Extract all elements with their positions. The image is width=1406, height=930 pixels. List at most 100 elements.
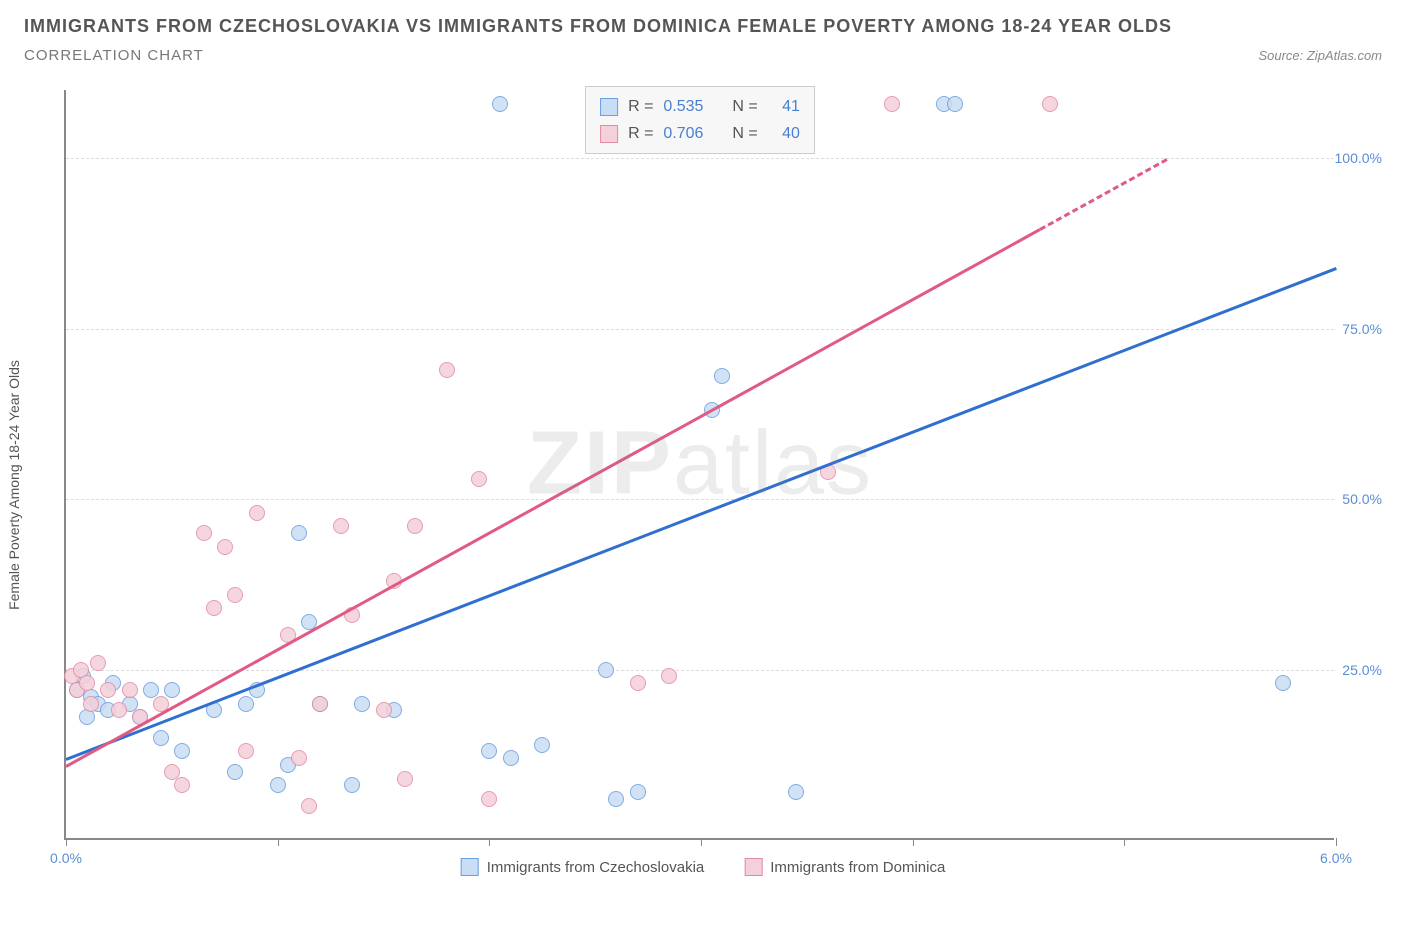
data-point [132,709,148,725]
data-point [333,518,349,534]
data-point [630,675,646,691]
stat-n-label: N = [732,120,757,147]
data-point [884,96,900,112]
data-point [164,682,180,698]
data-point [79,709,95,725]
legend-item: Immigrants from Czechoslovakia [461,858,705,876]
chart-subtitle: CORRELATION CHART [24,47,204,64]
data-point [174,777,190,793]
data-point [301,614,317,630]
y-tick-label: 25.0% [1342,662,1382,678]
data-point [344,607,360,623]
source-attribution: Source: ZipAtlas.com [1258,48,1382,63]
legend-swatch [744,858,762,876]
trend-line [1039,158,1167,231]
data-point [598,662,614,678]
data-point [820,464,836,480]
stat-n-value: 40 [782,120,800,147]
data-point [630,784,646,800]
data-point [143,682,159,698]
data-point [153,730,169,746]
data-point [227,764,243,780]
data-point [238,743,254,759]
data-point [344,777,360,793]
data-point [714,368,730,384]
data-point [386,573,402,589]
data-point [503,750,519,766]
stat-n-label: N = [732,93,757,120]
data-point [704,402,720,418]
legend-swatch [461,858,479,876]
data-point [206,702,222,718]
data-point [608,791,624,807]
data-point [122,682,138,698]
data-point [227,587,243,603]
y-tick-label: 75.0% [1342,321,1382,337]
y-tick-label: 50.0% [1342,491,1382,507]
y-axis-label: Female Poverty Among 18-24 Year Olds [6,360,22,610]
data-point [153,696,169,712]
legend-label: Immigrants from Dominica [770,859,945,876]
x-tick [1336,838,1337,846]
data-point [164,764,180,780]
stat-n-value: 41 [782,93,800,120]
data-point [534,737,550,753]
data-point [291,750,307,766]
data-point [111,702,127,718]
stat-row: R = 0.535 N = 41 [600,93,800,120]
data-point [79,675,95,691]
legend-label: Immigrants from Czechoslovakia [487,859,705,876]
data-point [439,362,455,378]
data-point [249,682,265,698]
data-point [312,696,328,712]
gridline [66,329,1334,330]
x-tick [913,838,914,846]
data-point [376,702,392,718]
data-point [217,539,233,555]
plot-area: ZIPatlas R =0.535 N = 41R =0.706 N = 40 … [64,90,1334,840]
data-point [492,96,508,112]
data-point [1275,675,1291,691]
data-point [354,696,370,712]
data-point [270,777,286,793]
data-point [90,655,106,671]
data-point [788,784,804,800]
data-point [947,96,963,112]
x-tick [701,838,702,846]
stat-r-label: R = [628,120,653,147]
gridline [66,499,1334,500]
y-tick-label: 100.0% [1335,150,1382,166]
data-point [100,682,116,698]
correlation-stats-box: R = 0.535 N = 41 R = 0.706 N = 40 [585,86,815,154]
data-point [83,696,99,712]
data-point [301,798,317,814]
data-point [196,525,212,541]
data-point [481,743,497,759]
data-point [249,505,265,521]
data-point [174,743,190,759]
stat-row: R = 0.706 N = 40 [600,120,800,147]
gridline [66,158,1334,159]
data-point [291,525,307,541]
data-point [280,627,296,643]
data-point [481,791,497,807]
stat-r-value: 0.706 [663,120,703,147]
x-tick-label: 6.0% [1320,850,1352,866]
chart-title: IMMIGRANTS FROM CZECHOSLOVAKIA VS IMMIGR… [24,16,1382,37]
gridline [66,670,1334,671]
data-point [471,471,487,487]
data-point [407,518,423,534]
x-tick-label: 0.0% [50,850,82,866]
stat-r-value: 0.535 [663,93,703,120]
legend-swatch [600,125,618,143]
data-point [206,600,222,616]
data-point [1042,96,1058,112]
x-tick [489,838,490,846]
stat-r-label: R = [628,93,653,120]
x-tick [278,838,279,846]
legend-item: Immigrants from Dominica [744,858,945,876]
x-tick [1124,838,1125,846]
legend-swatch [600,98,618,116]
data-point [661,668,677,684]
legend: Immigrants from Czechoslovakia Immigrants… [461,858,946,876]
